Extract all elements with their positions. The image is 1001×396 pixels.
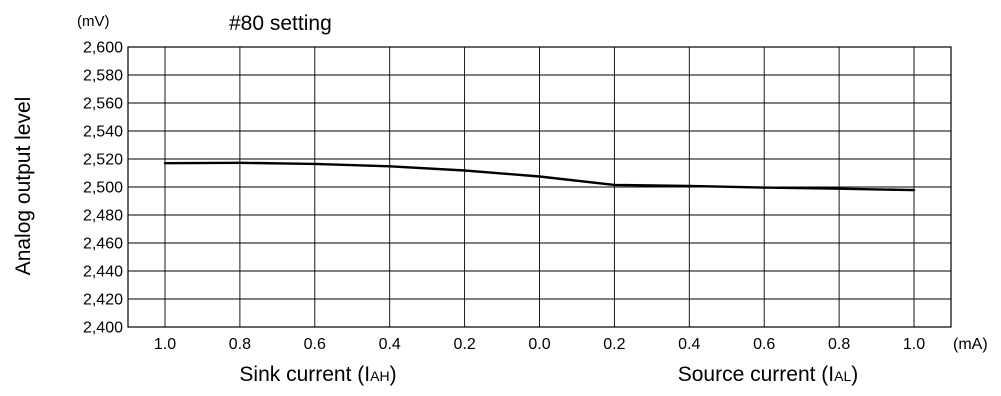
x-tick-label: 0.8: [229, 336, 251, 353]
y-tick-label: 2,520: [83, 152, 123, 169]
x-group-sink-label: Sink current (IAH): [239, 363, 396, 386]
data-point: [313, 162, 316, 166]
chart-title: #80 setting: [229, 12, 332, 35]
data-point: [388, 165, 391, 168]
x-unit-label: (mA): [953, 336, 988, 353]
x-group-source-label: Source current (IAL): [678, 363, 859, 386]
x-tick-label: 0.2: [453, 336, 475, 353]
y-tick-label: 2,420: [83, 292, 123, 309]
data-point: [613, 183, 616, 187]
sink-label-end: ): [390, 363, 397, 386]
y-tick-label: 2,560: [83, 96, 123, 113]
y-tick-label: 2,460: [83, 236, 123, 253]
y-tick-label: 2,400: [83, 320, 123, 337]
sink-label-main: Sink current (I: [239, 363, 370, 386]
x-tick-label: 1.0: [903, 336, 925, 353]
y-tick-label: 2,440: [83, 264, 123, 281]
y-tick-label: 2,480: [83, 208, 123, 225]
source-label-sub: AL: [834, 368, 851, 384]
x-tick-label: 0.2: [603, 336, 625, 353]
x-tick-label: 0.6: [304, 336, 326, 353]
data-point: [763, 186, 766, 189]
x-tick-labels: 1.0 0.8 0.6 0.4 0.2 0.0 0.2 0.4 0.6 0.8 1.0: [154, 336, 925, 353]
source-label-main: Source current (I: [678, 363, 834, 386]
x-tick-label: 0.4: [678, 336, 700, 353]
x-tick-label: 1.0: [154, 336, 176, 353]
y-tick-label: 2,500: [83, 180, 123, 197]
y-axis-title: Analog output level: [12, 97, 35, 276]
source-label-end: ): [851, 363, 858, 386]
x-tick-label: 0.6: [753, 336, 775, 353]
data-point: [538, 175, 541, 178]
data-point: [163, 162, 167, 165]
data-point: [837, 187, 841, 190]
y-tick-label: 2,600: [83, 40, 123, 57]
data-point: [912, 188, 916, 192]
data-point: [463, 169, 466, 172]
x-tick-label: 0.4: [379, 336, 401, 353]
x-tick-label: 0.8: [828, 336, 850, 353]
y-tick-label: 2,540: [83, 124, 123, 141]
y-tick-label: 2,580: [83, 68, 123, 85]
sink-label-sub: AH: [370, 368, 389, 384]
y-unit-label: (mV): [77, 13, 110, 30]
y-tick-labels: 2,400 2,420 2,440 2,460 2,480 2,500 2,520 2,540…: [83, 40, 123, 337]
grid: [127, 46, 952, 328]
data-point: [238, 161, 242, 164]
x-tick-label: 0.0: [528, 336, 550, 353]
series-group: [163, 161, 916, 192]
data-point: [688, 184, 691, 188]
